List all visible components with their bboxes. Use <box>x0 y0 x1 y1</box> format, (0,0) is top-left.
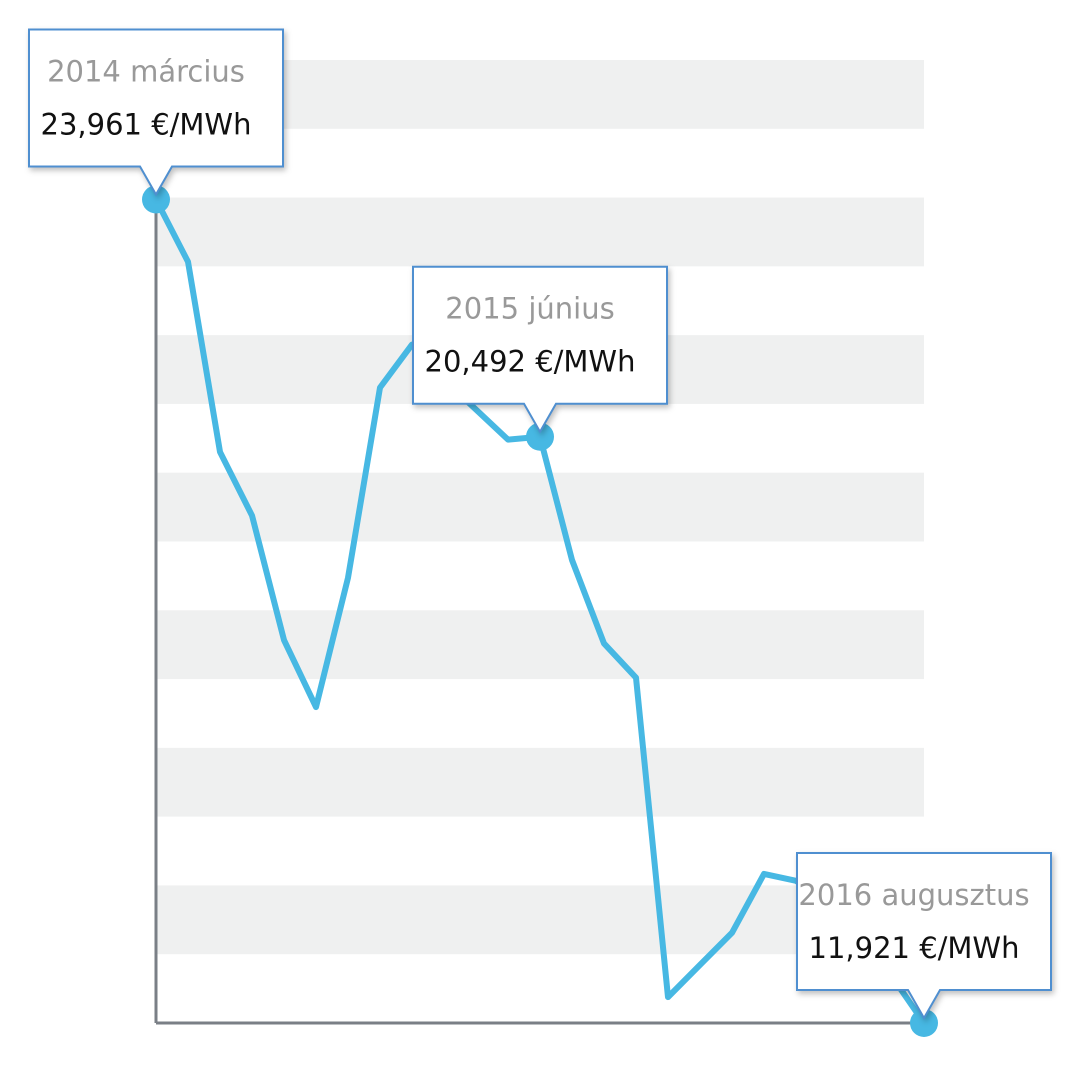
stripe <box>156 610 924 680</box>
tooltip-date: 2016 augusztus <box>798 878 1029 912</box>
tooltip-box <box>412 265 668 434</box>
tooltip: 2015 június 20,492 €/MWh <box>412 265 668 434</box>
tooltip-box <box>28 28 284 197</box>
stripe <box>156 472 924 542</box>
tooltip-value: 11,921 €/MWh <box>809 931 1020 965</box>
tooltip: 2016 augusztus 11,921 €/MWh <box>796 852 1052 1021</box>
point <box>910 1009 938 1037</box>
tooltip-date: 2014 március <box>47 54 245 88</box>
tooltip: 2014 március 23,961 €/MWh <box>28 28 284 197</box>
tooltip-date: 2015 június <box>445 292 614 326</box>
tooltip-box <box>796 852 1052 1021</box>
point <box>142 185 170 214</box>
stripe <box>156 197 924 267</box>
point <box>526 422 554 451</box>
tooltip-value: 20,492 €/MWh <box>425 345 636 379</box>
tooltip-value: 23,961 €/MWh <box>41 107 252 141</box>
stripe <box>156 747 924 817</box>
